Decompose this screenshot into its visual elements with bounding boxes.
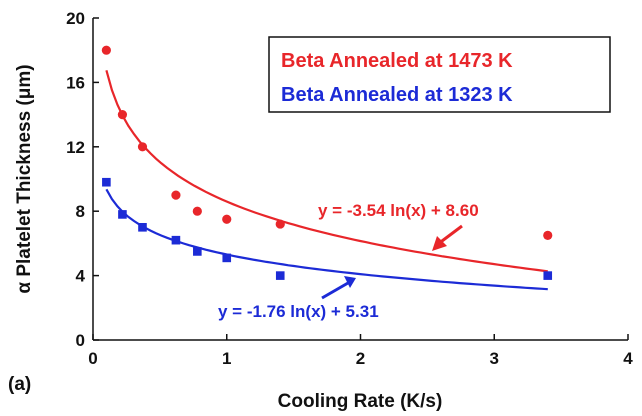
data-point-series-0 [275,219,285,229]
y-tick-label: 8 [76,202,85,221]
data-point-series-1 [102,177,111,187]
data-point-series-1 [118,210,127,219]
equation-1473-arrowhead [432,236,447,251]
y-tick-label: 16 [66,73,85,92]
data-point-series-0 [192,206,202,216]
y-axis-title: α Platelet Thickness (μm) [14,64,35,293]
data-point-series-0 [137,142,148,152]
data-point-series-0 [117,110,128,120]
y-tick-label: 4 [76,267,86,286]
x-tick-label: 3 [490,349,499,368]
x-tick-label: 0 [88,349,97,368]
panel-label: (a) [8,374,31,395]
equation-1473: y = -3.54 ln(x) + 8.60 [318,201,479,220]
data-point-series-1 [171,235,181,245]
x-axis-title: Cooling Rate (K/s) [278,391,443,412]
data-point-series-1 [193,247,202,256]
x-tick-label: 4 [623,349,633,368]
data-points [101,45,553,280]
legend-entry-1323: Beta Annealed at 1323 K [281,84,513,106]
legend: Beta Annealed at 1473 K Beta Annealed at… [268,36,611,113]
data-point-series-1 [138,223,147,232]
equation-1323-arrowhead [344,276,356,288]
data-point-series-1 [275,271,285,280]
y-tick-label: 20 [66,9,85,28]
equation-1323-arrow [321,281,349,300]
equation-1323: y = -1.76 ln(x) + 5.31 [218,302,379,321]
data-point-series-0 [543,230,553,240]
data-point-series-1 [543,271,553,280]
x-tick-label: 2 [356,349,365,368]
data-point-series-0 [171,190,181,200]
data-point-series-0 [101,45,111,55]
data-point-series-0 [222,214,232,224]
y-tick-label: 12 [66,138,85,157]
x-tick-label: 1 [222,349,231,368]
y-tick-label: 0 [76,331,85,350]
legend-box [268,36,611,113]
legend-entry-1473: Beta Annealed at 1473 K [281,50,513,72]
fit-curve-series-0 [105,70,548,273]
data-point-series-1 [222,253,232,263]
